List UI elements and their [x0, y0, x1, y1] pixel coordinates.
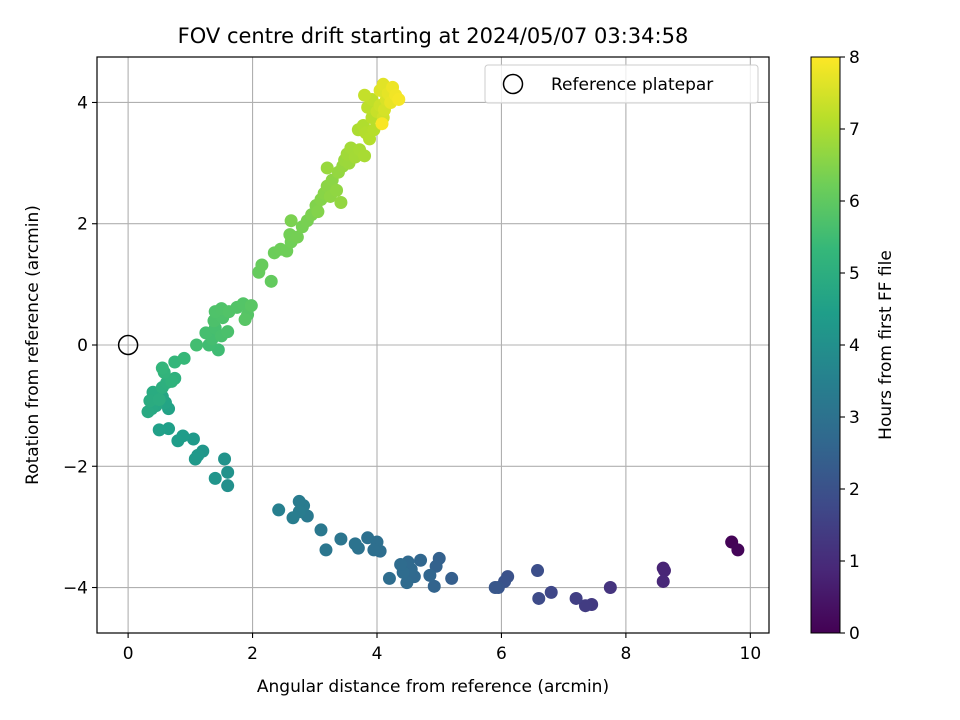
data-point — [208, 471, 222, 485]
legend-marker — [502, 73, 524, 95]
data-point — [382, 571, 396, 585]
reference-point-marker — [117, 334, 139, 356]
data-point — [423, 568, 437, 582]
x-tick-label: 0 — [123, 644, 134, 664]
colorbar-tick-label: 7 — [849, 120, 860, 140]
colorbar-tick-label: 6 — [849, 192, 860, 212]
data-point — [221, 479, 235, 493]
x-tick-label: 2 — [247, 644, 258, 664]
data-point — [292, 494, 306, 508]
data-point — [578, 599, 592, 613]
scatter-points — [141, 77, 745, 613]
x-tick-label: 10 — [740, 644, 762, 664]
data-point — [221, 325, 235, 339]
data-point — [445, 571, 459, 585]
data-point — [244, 299, 258, 313]
data-point — [286, 511, 300, 525]
colorbar-tick-label: 4 — [849, 336, 860, 356]
data-point — [488, 581, 502, 595]
data-point — [569, 591, 583, 605]
data-point — [392, 92, 406, 106]
data-point — [544, 585, 558, 599]
data-point — [319, 543, 333, 557]
data-point — [314, 523, 328, 537]
data-point — [218, 452, 232, 466]
colorbar-tick-label: 1 — [849, 552, 860, 572]
data-point — [152, 423, 166, 437]
data-point — [429, 559, 443, 573]
legend-box — [484, 64, 759, 104]
data-point — [358, 88, 372, 102]
y-tick-label: 0 — [77, 336, 88, 356]
chart-title: FOV centre drift starting at 2024/05/07 … — [178, 24, 689, 48]
data-point — [311, 205, 325, 219]
data-point — [358, 149, 372, 163]
data-point — [603, 581, 617, 595]
data-point — [255, 258, 269, 272]
data-point — [330, 183, 344, 197]
data-point — [190, 338, 204, 352]
y-tick-label: 4 — [77, 93, 88, 113]
data-point — [531, 564, 545, 578]
colorbar-tick-label: 0 — [849, 624, 860, 644]
data-point — [414, 553, 428, 567]
x-tick-label: 8 — [620, 644, 631, 664]
data-point — [188, 452, 202, 466]
colorbar-tick-label: 8 — [849, 48, 860, 68]
colorbar-tick-label: 3 — [849, 408, 860, 428]
x-axis-ticks: 0 2 4 6 8 10 — [123, 633, 761, 664]
y-axis-ticks: −4 −2 0 2 4 — [63, 93, 97, 599]
data-point — [532, 591, 546, 605]
y-tick-label: −2 — [63, 457, 88, 477]
y-axis-label: Rotation from reference (arcmin) — [23, 205, 43, 485]
data-point — [657, 564, 671, 578]
data-point — [320, 161, 334, 175]
data-point — [656, 574, 670, 588]
data-point — [334, 532, 348, 546]
data-point — [375, 117, 389, 131]
data-point — [155, 361, 169, 375]
data-point — [427, 579, 441, 593]
legend: Reference platepar — [484, 64, 759, 104]
grid-lines — [97, 57, 769, 633]
data-point — [221, 465, 235, 479]
y-tick-label: 2 — [77, 215, 88, 235]
data-point — [361, 531, 375, 545]
legend-label: Reference platepar — [551, 75, 713, 95]
data-point — [238, 313, 252, 327]
data-point — [394, 557, 408, 571]
x-tick-label: 6 — [496, 644, 507, 664]
data-point — [152, 393, 166, 407]
data-point — [264, 274, 278, 288]
data-point — [731, 543, 745, 557]
y-tick-label: −4 — [63, 579, 88, 599]
x-axis-label: Angular distance from reference (arcmin) — [257, 677, 609, 697]
data-point — [171, 434, 185, 448]
data-point — [177, 351, 191, 365]
colorbar — [810, 56, 841, 634]
data-point — [284, 214, 298, 228]
colorbar-ticks: 0 1 2 3 4 5 6 7 8 — [840, 48, 860, 644]
colorbar-tick-label: 2 — [849, 480, 860, 500]
colorbar-label: Hours from first FF file — [876, 250, 896, 440]
data-point — [334, 196, 348, 210]
data-point — [290, 230, 304, 244]
data-point — [367, 543, 381, 557]
data-point — [165, 374, 179, 388]
data-point — [272, 503, 286, 517]
data-point — [400, 576, 414, 590]
colorbar-tick-label: 5 — [849, 264, 860, 284]
data-point — [186, 432, 200, 446]
data-point — [348, 537, 362, 551]
data-point — [141, 405, 155, 419]
x-tick-label: 4 — [372, 644, 383, 664]
